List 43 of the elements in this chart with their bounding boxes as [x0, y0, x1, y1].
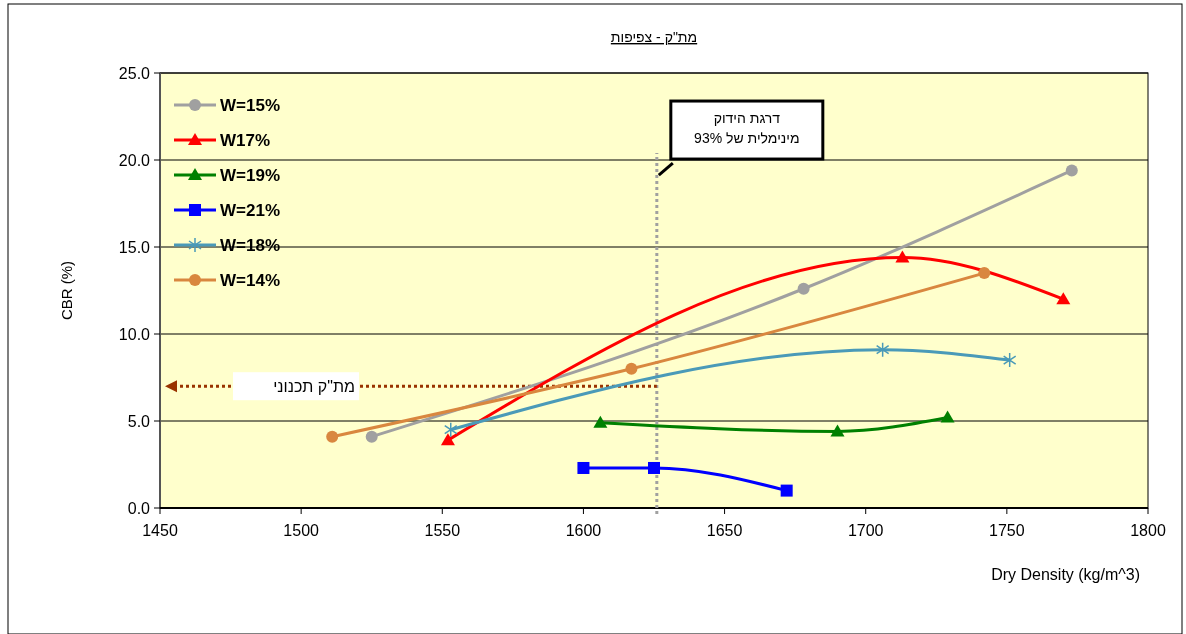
y-tick-label: 25.0: [118, 64, 151, 82]
point: [440, 433, 455, 446]
x-tick-label: 1550: [424, 522, 461, 539]
point: [625, 362, 638, 375]
point: [978, 267, 991, 280]
legend-label: W=19%: [220, 165, 280, 185]
y-axis-title: CBR (%): [58, 260, 75, 321]
legend-label: W=15%: [220, 95, 280, 115]
chart-title: מת"ק - צפיפות: [610, 29, 698, 45]
point: [1056, 292, 1071, 305]
y-tick-label: 10.0: [118, 325, 151, 343]
point: [365, 430, 378, 443]
point: [326, 430, 339, 443]
x-tick-label: 1600: [565, 522, 602, 539]
x-tick-label: 1650: [706, 522, 743, 539]
point: [593, 415, 608, 428]
point: [940, 410, 955, 423]
x-tick-label: 1700: [847, 522, 884, 539]
point: [1065, 164, 1078, 177]
x-tick-label: 1750: [989, 522, 1025, 539]
legend-label: W=14%: [220, 270, 280, 290]
y-tick-label: 20.0: [118, 151, 151, 169]
point: [577, 461, 590, 474]
legend-label: W17%: [220, 130, 271, 150]
x-tick-label: 1500: [283, 522, 320, 539]
legend-label: W=21%: [220, 200, 280, 220]
ref-line-label: מת"ק תכנוני: [273, 377, 355, 395]
point: [1002, 352, 1017, 368]
point: [875, 341, 890, 358]
ref-line-label: דרגת הידוק מינימלית של 93%: [694, 110, 800, 147]
x-axis-title: Dry Density (kg/m^3): [991, 566, 1140, 583]
x-tick-label: 1450: [142, 522, 178, 539]
x-tick-label: 1800: [1130, 522, 1166, 539]
point: [797, 282, 810, 295]
point: [895, 250, 910, 263]
legend-label: W=18%: [220, 235, 280, 255]
y-tick-label: 0.0: [127, 499, 151, 517]
point: [444, 421, 458, 438]
point: [648, 461, 660, 474]
point: [830, 424, 845, 437]
y-tick-label: 5.0: [127, 412, 151, 430]
point: [780, 484, 793, 497]
y-tick-label: 15.0: [118, 238, 151, 256]
